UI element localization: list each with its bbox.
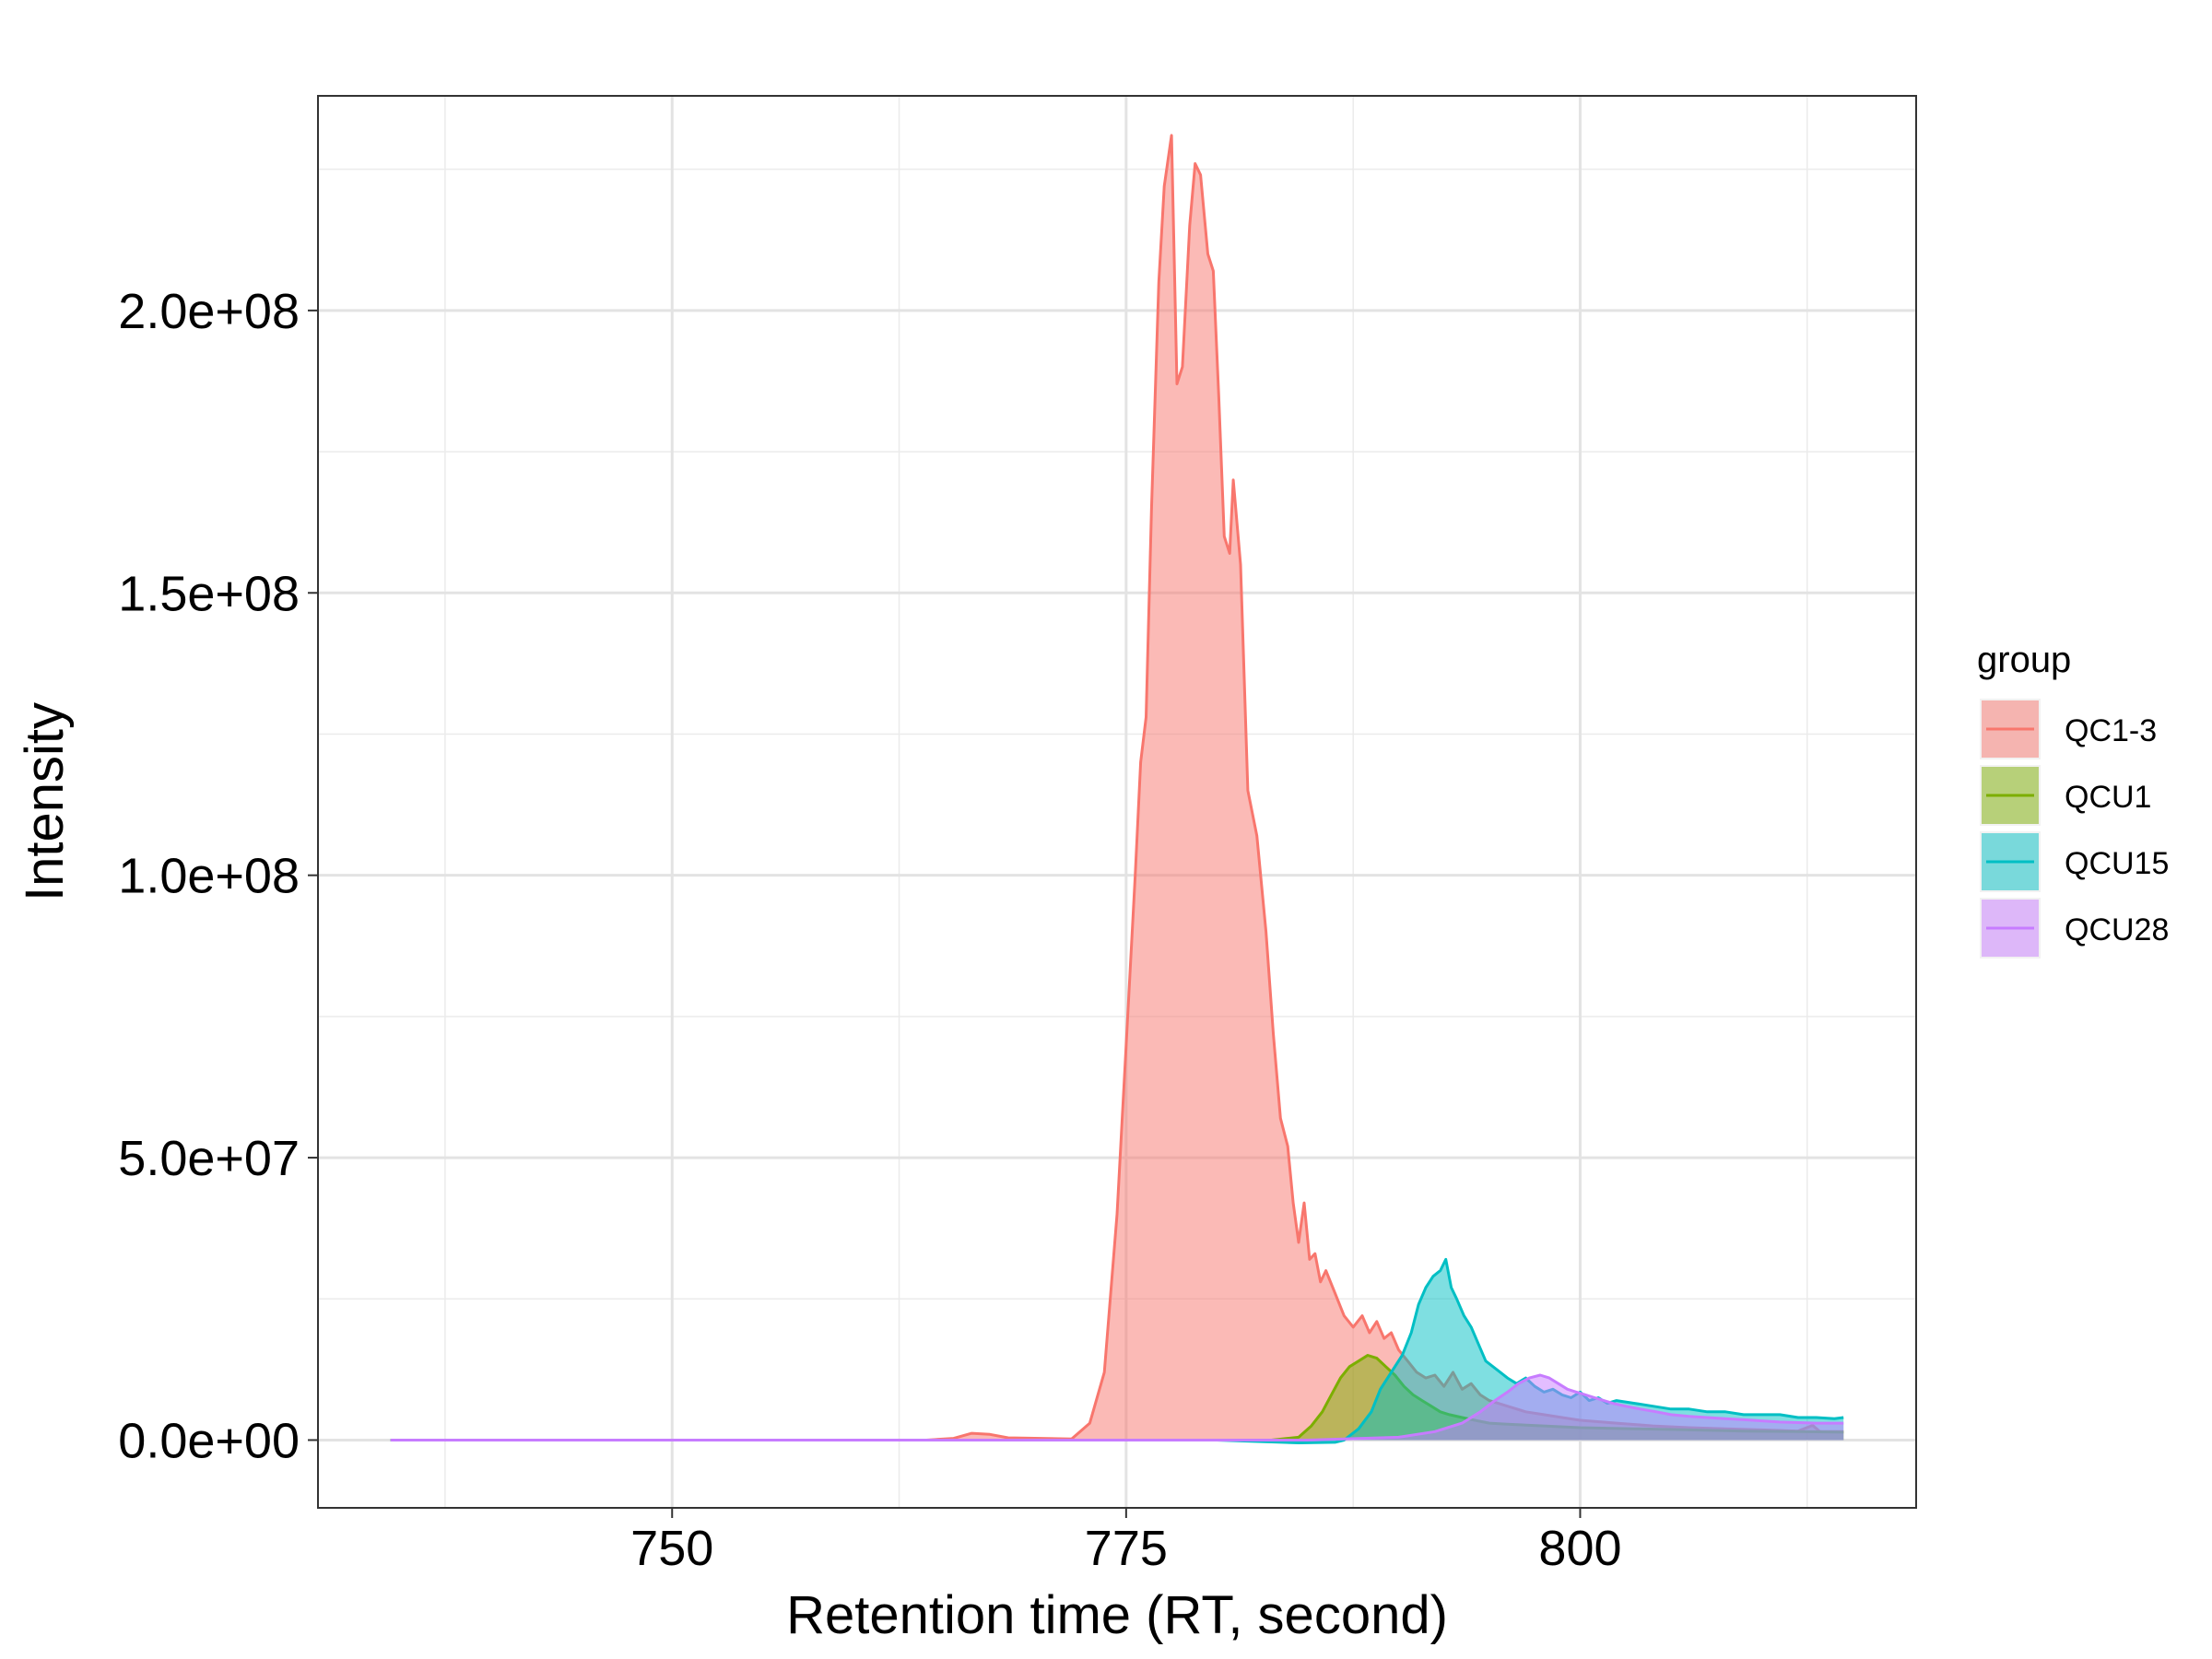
legend-label: QCU1 [2065, 780, 2151, 815]
x-tick-label: 775 [1085, 1521, 1168, 1576]
legend-title: group [1977, 640, 2071, 680]
series-qcu28 [390, 1373, 1844, 1441]
legend-item-qc1-3: QC1-3 [1980, 699, 2157, 759]
legend-label: QCU15 [2065, 846, 2169, 881]
y-axis: 0.0e+00 5.0e+07 1.0e+08 1.5e+08 2.0e+08 [118, 284, 318, 1468]
series-line-qcu28 [390, 1373, 1844, 1441]
x-axis: 750 775 800 [630, 1508, 1622, 1576]
y-tick-label: 1.0e+08 [118, 849, 300, 904]
x-tick-label: 800 [1538, 1521, 1621, 1576]
legend: group QC1-3 QCU1 QCU15 QCU28 [1977, 640, 2169, 959]
legend-item-qcu15: QCU15 [1980, 831, 2169, 892]
series-area-qcu28 [390, 1375, 1844, 1441]
series-qcu15 [390, 1257, 1844, 1444]
legend-label: QCU28 [2065, 912, 2169, 947]
y-tick-label: 1.5e+08 [118, 566, 300, 621]
y-axis-title: Intensity [15, 702, 75, 901]
series-line-qcu15 [390, 1257, 1844, 1444]
y-tick-label: 5.0e+07 [118, 1131, 300, 1186]
series-areas [390, 134, 1844, 1444]
minor-gridlines [318, 96, 1916, 1508]
legend-item-qcu1: QCU1 [1980, 765, 2151, 826]
series-area-qcu15 [390, 1259, 1844, 1443]
x-axis-title: Retention time (RT, second) [786, 1585, 1448, 1645]
y-tick-label: 0.0e+00 [118, 1413, 300, 1468]
legend-item-qcu28: QCU28 [1980, 898, 2169, 959]
y-tick-label: 2.0e+08 [118, 284, 300, 339]
legend-label: QC1-3 [2065, 713, 2157, 748]
legend-items: QC1-3 QCU1 QCU15 QCU28 [1980, 699, 2169, 959]
x-tick-label: 750 [630, 1521, 713, 1576]
plot-panel-border [317, 95, 1917, 1509]
